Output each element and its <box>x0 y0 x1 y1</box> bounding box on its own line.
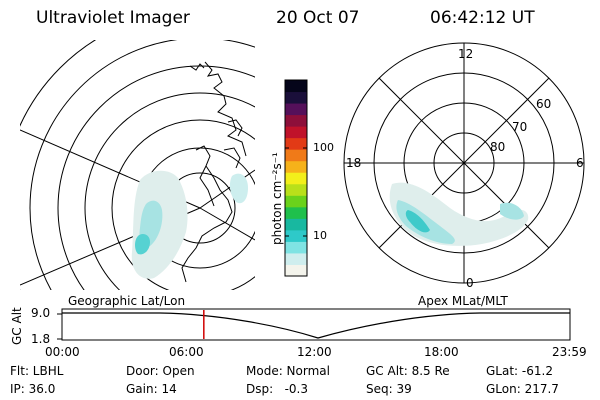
mlat-label-60: 60 <box>536 97 552 111</box>
timeline-xtick-0: 00:00 <box>45 345 80 359</box>
timeline-ylabel: GC Alt <box>10 307 24 345</box>
colorbar-tick-100: 100 <box>313 141 334 154</box>
mlat-label-70: 70 <box>512 120 528 134</box>
mlt-label-18: 18 <box>346 156 362 170</box>
right-aurora <box>389 182 529 246</box>
mlt-label-0: 0 <box>466 276 474 290</box>
timeline-xtick-3: 18:00 <box>424 345 459 359</box>
colorbar-segment <box>285 149 307 162</box>
colorbar-segment <box>285 172 307 185</box>
mlt-label-6: 6 <box>576 156 584 170</box>
right-panel-label: Apex MLat/MLT <box>418 294 508 308</box>
footer-gc-alt: GC Alt: 8.5 Re <box>366 364 450 378</box>
footer-glat: GLat: -61.2 <box>486 364 553 378</box>
colorbar-segment <box>285 160 307 173</box>
observation-date: 20 Oct 07 <box>276 8 360 28</box>
footer-seq: Seq: 39 <box>366 382 412 396</box>
polar-grid <box>343 42 585 284</box>
colorbar-segment <box>285 218 307 231</box>
colorbar-segment <box>285 103 307 116</box>
timeline-xtick-2: 12:00 <box>297 345 332 359</box>
timeline-plot <box>57 308 571 341</box>
footer-dsp: Dsp: -0.3 <box>246 382 309 396</box>
colorbar-segment <box>285 264 307 277</box>
observation-time: 06:42:12 UT <box>430 8 535 28</box>
timeline-ytick-low: 1.8 <box>31 332 51 346</box>
colorbar-tick-10: 10 <box>313 229 327 242</box>
geographic-map <box>20 40 255 290</box>
timeline-xtick-4: 23:59 <box>552 345 587 359</box>
colorbar-segment <box>285 91 307 104</box>
colorbar-segment <box>285 137 307 150</box>
colorbar-segment <box>285 206 307 219</box>
left-aurora <box>131 170 248 279</box>
instrument-title: Ultraviolet Imager <box>36 8 190 28</box>
colorbar-segment <box>285 241 307 254</box>
footer-gain: Gain: 14 <box>126 382 177 396</box>
footer-glon: GLon: 217.7 <box>486 382 559 396</box>
timeline-ytick-high: 9.0 <box>31 306 51 320</box>
footer-mode: Mode: Normal <box>246 364 330 378</box>
colorbar-segment <box>285 114 307 127</box>
colorbar-title: photon cm⁻²s⁻¹ <box>270 152 284 245</box>
left-panel-label: Geographic Lat/Lon <box>68 294 186 308</box>
footer-door: Door: Open <box>126 364 195 378</box>
footer-ip: IP: 36.0 <box>10 382 56 396</box>
timeline-xtick-1: 06:00 <box>169 345 204 359</box>
colorbar-segment <box>285 229 307 242</box>
colorbar-frame <box>284 79 308 277</box>
colorbar-segment <box>285 126 307 139</box>
colorbar-segment <box>285 183 307 196</box>
footer-filter: Flt: LBHL <box>10 364 64 378</box>
colorbar-segment <box>285 195 307 208</box>
colorbar <box>285 80 307 277</box>
mlat-label-80: 80 <box>490 140 506 154</box>
mlt-label-12: 12 <box>458 47 474 61</box>
colorbar-segment <box>285 252 307 265</box>
colorbar-segment <box>285 80 307 93</box>
altitude-curve <box>62 312 570 339</box>
